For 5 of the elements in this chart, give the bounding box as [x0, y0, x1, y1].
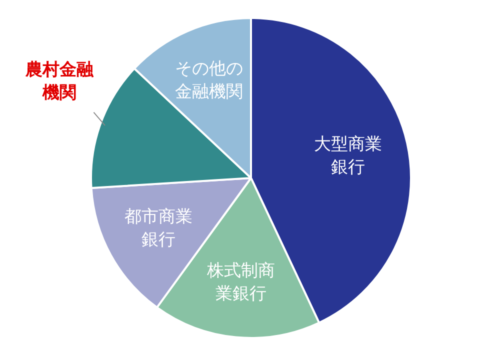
slice-label: 都市商業銀行 [124, 206, 192, 250]
slice-label: 株式制商業銀行 [206, 261, 276, 304]
slice-label: その他の金融機関 [175, 59, 244, 102]
slice-label: 大型商業銀行 [314, 134, 382, 178]
slice-label: 農村金融機関 [24, 60, 95, 104]
